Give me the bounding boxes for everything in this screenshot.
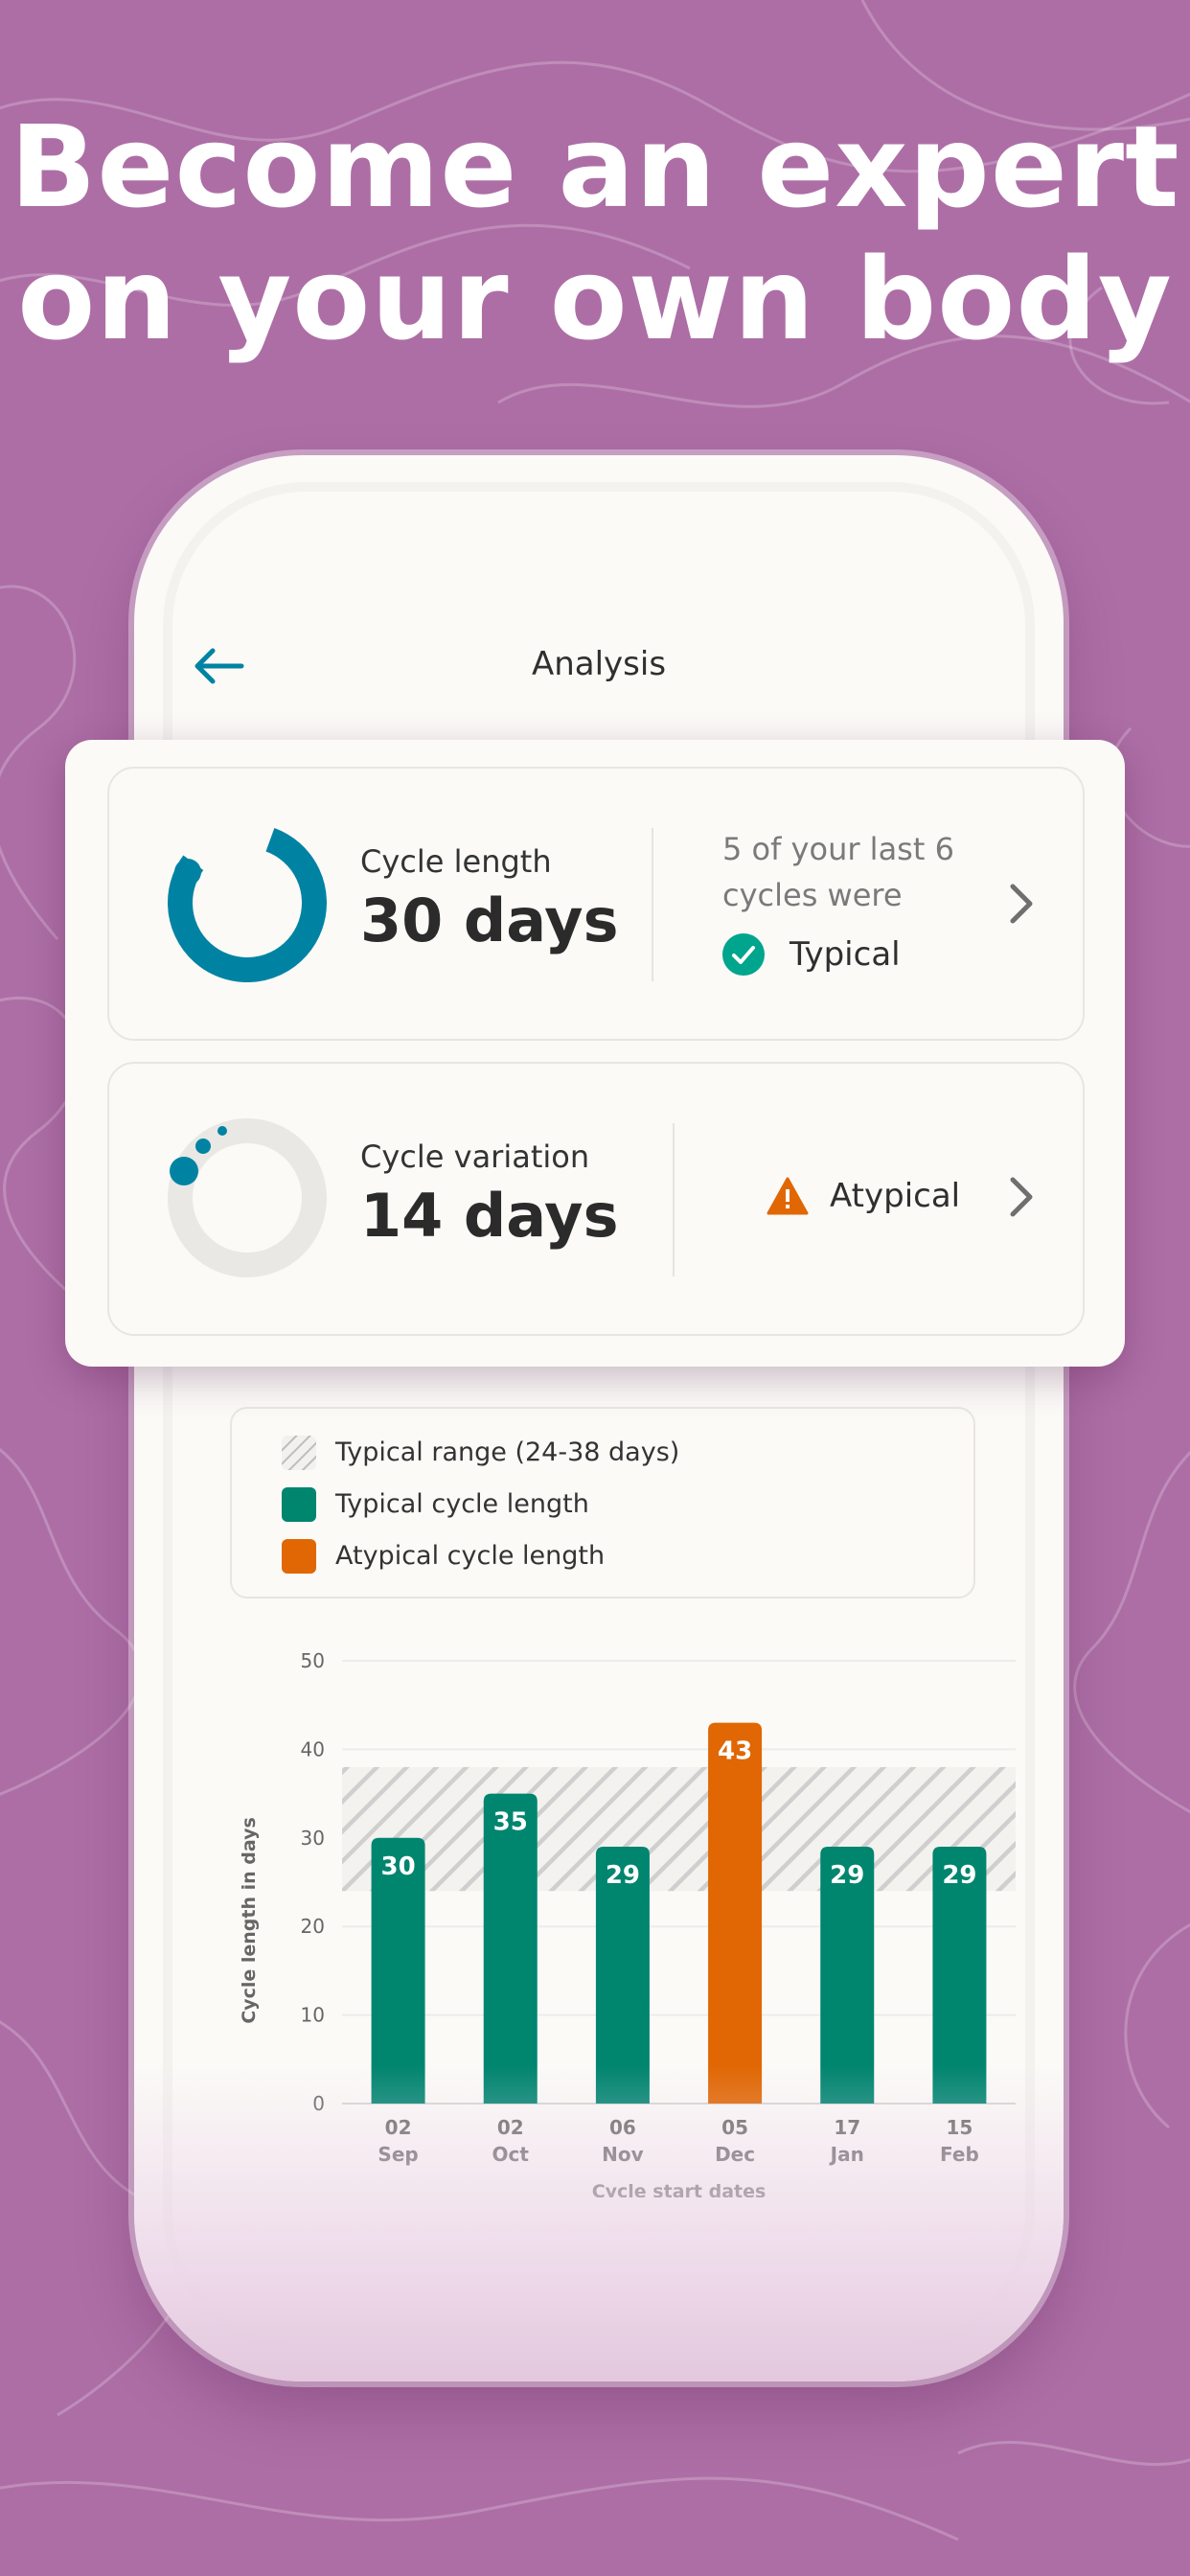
screen-fade-overlay (134, 2065, 1064, 2381)
cycle-length-value: 30 days (360, 886, 619, 955)
typical-swatch (282, 1487, 316, 1522)
typical-range-band (342, 1766, 1016, 1892)
legend-label-typical: Typical cycle length (335, 1489, 589, 1519)
status-atypical-label: Atypical (830, 1177, 961, 1215)
headline: Become an expert on your own body (0, 101, 1190, 365)
y-tick-label: 30 (301, 1827, 325, 1850)
y-tick-label: 40 (301, 1737, 325, 1760)
divider (652, 828, 653, 981)
cycle-length-card[interactable]: Cycle length 30 days 5 of your last 6 cy… (107, 767, 1085, 1041)
chevron-right-icon[interactable] (1008, 882, 1035, 926)
status-typical-label: Typical (790, 935, 901, 974)
cycle-variation-card[interactable]: Cycle variation 14 days Atypical (107, 1062, 1085, 1336)
atypical-swatch (282, 1539, 316, 1574)
bar-value-label: 35 (493, 1808, 528, 1837)
headline-line-2: on your own body (17, 233, 1173, 365)
summary-sheet: Cycle length 30 days 5 of your last 6 cy… (65, 740, 1125, 1367)
chart-bar (371, 1837, 425, 2104)
y-tick-label: 10 (301, 2004, 325, 2027)
legend-label-range: Typical range (24-38 days) (335, 1438, 680, 1467)
bar-value-label: 30 (380, 1852, 415, 1881)
warning-icon (767, 1177, 809, 1215)
legend-label-atypical: Atypical cycle length (335, 1541, 606, 1571)
cycle-variation-ring-icon (168, 1118, 327, 1277)
divider (673, 1123, 675, 1276)
headline-line-1: Become an expert (10, 101, 1180, 233)
page-title: Analysis (531, 645, 667, 683)
y-tick-label: 20 (301, 1915, 325, 1938)
back-arrow-icon[interactable] (192, 645, 245, 687)
y-tick-label: 50 (301, 1649, 325, 1672)
chart-bar (708, 1722, 763, 2104)
chart-bar (595, 1847, 650, 2104)
chart-bar (932, 1847, 987, 2104)
cycle-variation-value: 14 days (360, 1181, 619, 1251)
bar-value-label: 29 (942, 1861, 976, 1890)
app-header: Analysis (134, 628, 1064, 704)
cycle-length-label: Cycle length (360, 843, 552, 880)
check-circle-icon (722, 933, 765, 976)
cycle-summary-text: 5 of your last 6 cycles were (722, 831, 954, 913)
hatch-swatch-icon (282, 1436, 316, 1470)
bar-value-label: 43 (718, 1737, 752, 1766)
chart-bar (483, 1793, 538, 2104)
y-axis-title: Cycle length in days (239, 1817, 260, 2024)
cycle-variation-label: Cycle variation (360, 1138, 590, 1175)
cycle-length-ring-icon (168, 823, 327, 982)
chevron-right-icon[interactable] (1008, 1175, 1035, 1219)
chart-bar (820, 1847, 875, 2104)
chart-legend: Typical range (24-38 days) Typical cycle… (230, 1407, 975, 1598)
bar-value-label: 29 (830, 1861, 864, 1890)
bar-value-label: 29 (606, 1861, 640, 1890)
